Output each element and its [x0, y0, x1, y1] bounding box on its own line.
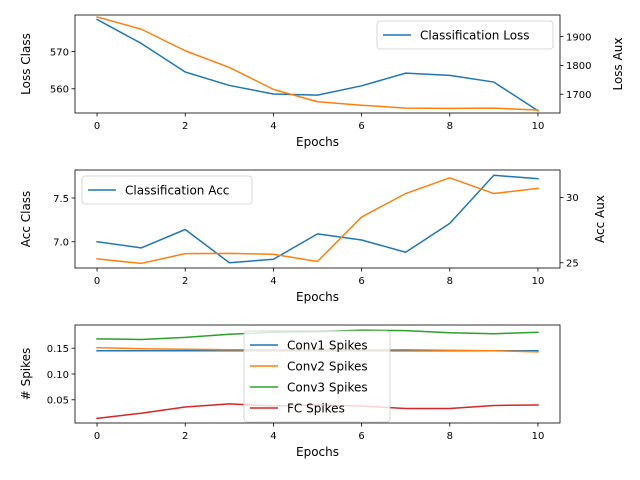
y-tick-label: 7.5 — [53, 194, 69, 205]
y-right-tick-label: 25 — [566, 259, 579, 270]
series-line-classification-loss — [96, 18, 539, 112]
y-right-tick-label: 1700 — [566, 90, 591, 101]
plot-frame — [74, 14, 561, 114]
y-axis-label: Loss Class — [19, 33, 33, 95]
y-tick-label: 560 — [50, 85, 69, 96]
legend-box — [376, 20, 554, 50]
legend: Conv1 Spikes Conv2 Spikes Conv3 Spikes FC S… — [243, 330, 391, 423]
x-tick-label: 0 — [94, 121, 100, 132]
x-tick-label: 2 — [182, 276, 188, 287]
x-tick-label: 6 — [358, 431, 364, 442]
y-right-tick-label: 1900 — [566, 32, 591, 43]
legend-label: Conv3 Spikes — [287, 381, 368, 395]
y-right-axis-label: Acc Aux — [593, 195, 607, 243]
x-axis-label: Epochs — [296, 135, 339, 149]
x-tick-label: 8 — [447, 276, 453, 287]
x-tick-label: 2 — [182, 431, 188, 442]
plot-frame — [74, 169, 561, 269]
subplot-3: 0 2 4 6 8 10 0.05 0.10 0.15 Epochs # Spikes Conv1 S… — [19, 324, 561, 459]
series-line-aux — [96, 16, 539, 111]
y-tick-label: 570 — [50, 47, 69, 58]
x-axis-label: Epochs — [296, 290, 339, 304]
x-tick-label: 4 — [270, 276, 276, 287]
x-tick-label: 6 — [358, 276, 364, 287]
y-tick-label: 7.0 — [53, 238, 69, 249]
subplot-2: 0 2 4 6 8 10 7.0 7.5 25 30 Epochs Acc Class Acc Aux C… — [19, 169, 607, 304]
y-tick-label: 0.10 — [47, 370, 69, 381]
legend-box — [243, 330, 391, 423]
x-tick-label: 0 — [94, 276, 100, 287]
legend: Classification Loss — [376, 20, 554, 50]
x-tick-label: 0 — [94, 431, 100, 442]
x-tick-label: 8 — [447, 121, 453, 132]
series-line-classification-acc — [96, 174, 539, 264]
x-tick-label: 4 — [270, 121, 276, 132]
x-axis-label: Epochs — [296, 445, 339, 459]
legend-box — [81, 175, 253, 205]
x-tick-label: 4 — [270, 431, 276, 442]
y-tick-label: 0.05 — [47, 396, 69, 407]
x-tick-label: 2 — [182, 121, 188, 132]
legend-label: FC Spikes — [287, 402, 345, 416]
subplot-1: 0 2 4 6 8 10 560 570 1700 1800 1900 Epochs Loss Clas… — [19, 14, 625, 149]
x-tick-label: 10 — [532, 276, 545, 287]
y-axis-label: # Spikes — [19, 348, 33, 401]
legend: Classification Acc — [81, 175, 253, 205]
y-right-axis-label: Loss Aux — [611, 37, 625, 90]
series-line-aux — [96, 177, 539, 265]
x-tick-label: 10 — [532, 431, 545, 442]
legend-label: Classification Acc — [125, 184, 229, 198]
y-tick-label: 0.15 — [47, 344, 69, 355]
y-right-tick-label: 1800 — [566, 61, 591, 72]
legend-label: Conv1 Spikes — [287, 339, 368, 353]
y-right-tick-label: 30 — [566, 193, 579, 204]
x-tick-label: 10 — [532, 121, 545, 132]
y-axis-label: Acc Class — [19, 191, 33, 248]
x-tick-label: 6 — [358, 121, 364, 132]
legend-label: Conv2 Spikes — [287, 360, 368, 374]
x-tick-label: 8 — [447, 431, 453, 442]
legend-label: Classification Loss — [420, 29, 530, 43]
